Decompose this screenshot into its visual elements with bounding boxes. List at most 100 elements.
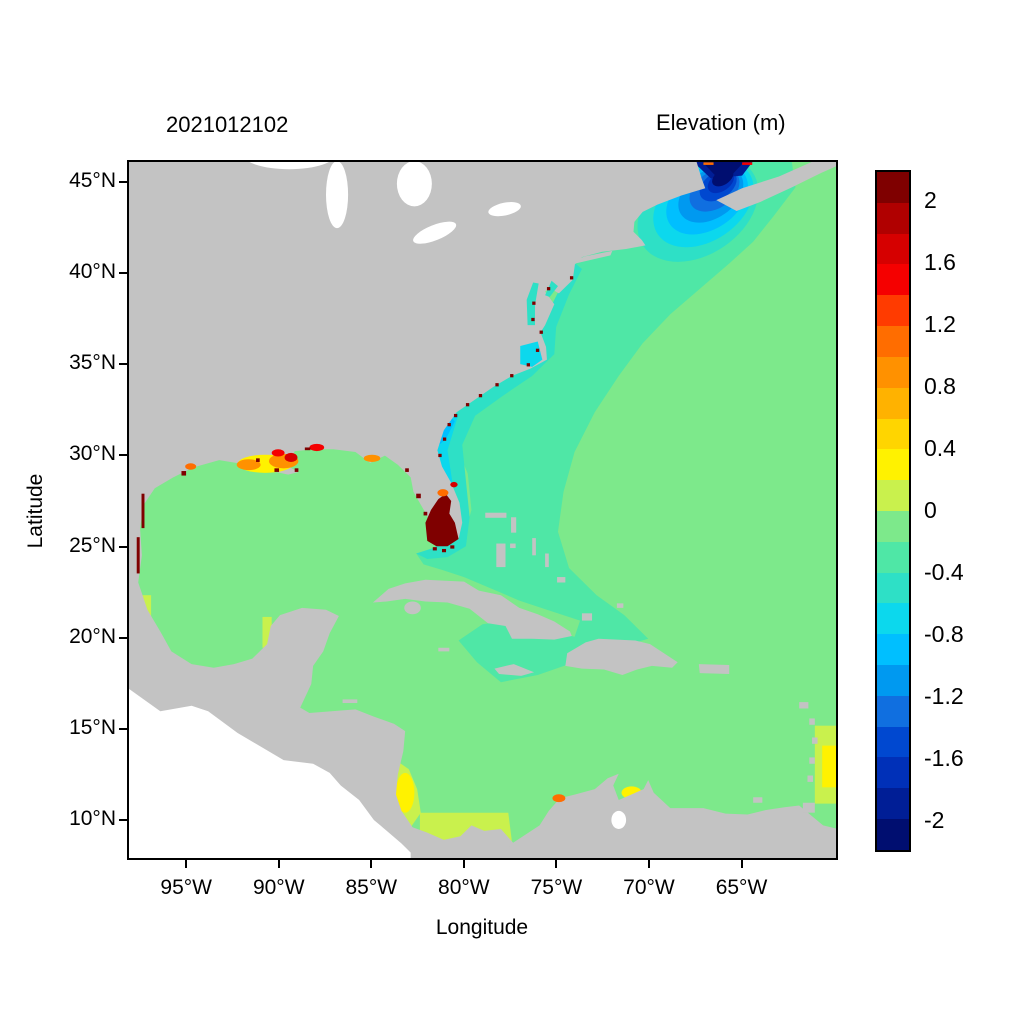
colorbar-cell-10	[877, 480, 909, 511]
island-hispaniola	[565, 638, 678, 675]
x-tick-label: 90°W	[252, 876, 305, 899]
x-tick-label: 95°W	[160, 876, 212, 899]
colorbar-cell-14	[877, 603, 909, 635]
island-turks	[616, 603, 624, 608]
y-tick-label: 40°N	[69, 260, 116, 284]
y-tick-label: 45°N	[69, 169, 116, 192]
island-cayman	[438, 647, 450, 652]
elevation-map	[129, 162, 836, 858]
island-isla-juventud	[404, 601, 421, 615]
colorbar-tick-label: 0.8	[924, 373, 956, 399]
island-jamaica	[494, 664, 535, 676]
x-tick-mark	[462, 860, 465, 868]
colorbar-cell-8	[877, 418, 909, 450]
x-tick-label: 80°W	[438, 876, 490, 899]
coastal-band-low	[416, 258, 582, 559]
x-tick-label: 75°W	[530, 876, 583, 899]
island-andros	[496, 543, 506, 568]
x-tick-mark	[647, 860, 650, 868]
y-tick-mark	[119, 727, 127, 730]
colorbar-cell-18	[877, 726, 909, 758]
y-tick-label: 10°N	[69, 806, 116, 830]
island-inagua	[581, 613, 593, 621]
lake-superior	[249, 162, 329, 170]
colorbar-tick-label: -1.2	[924, 683, 964, 709]
colorbar-tick-label: -0.8	[924, 621, 964, 647]
colorbar-tick-label: -2	[924, 807, 945, 833]
y-tick-label: 25°N	[69, 533, 116, 557]
colorbar-tick-label: 1.6	[924, 249, 956, 275]
island-nova-scotia	[716, 162, 836, 211]
lake-maracaibo	[611, 810, 627, 829]
island-puerto-rico	[698, 664, 730, 675]
colorbar-cell-15	[877, 634, 909, 665]
colorbar-cell-7	[877, 387, 909, 419]
x-tick-mark	[740, 860, 743, 868]
colorbar	[875, 170, 911, 852]
island-trinidad	[802, 802, 815, 813]
colorbar-cell-19	[877, 757, 909, 789]
land	[129, 162, 836, 858]
x-axis-title: Longitude	[435, 916, 529, 939]
island-grand-bahama	[485, 512, 507, 518]
x-tick-label: 65°W	[715, 876, 768, 899]
island-margarita	[753, 797, 763, 803]
island-long-island	[573, 250, 613, 264]
map-plot	[127, 160, 838, 860]
lake-michigan	[326, 162, 349, 229]
colorbar-cell-1	[877, 202, 909, 234]
island-st-vincent	[809, 757, 815, 764]
colorbar-cell-13	[877, 572, 909, 604]
colorbar-cell-21	[877, 819, 909, 850]
y-tick-mark	[119, 272, 127, 275]
colorbar-cell-20	[877, 788, 909, 820]
colorbar-tick-label: 1.2	[924, 311, 956, 337]
island-cat-long	[545, 553, 549, 568]
y-tick-label: 35°N	[69, 351, 116, 375]
land-south-america	[501, 773, 836, 858]
y-tick-mark	[119, 545, 127, 548]
island-guadeloupe	[799, 702, 809, 709]
y-tick-mark	[119, 636, 127, 639]
y-tick-mark	[119, 363, 127, 366]
x-tick-mark	[277, 860, 280, 868]
land-north-america	[129, 162, 706, 858]
shelf-low-region	[416, 162, 796, 683]
colorbar-cell-16	[877, 665, 909, 696]
timestamp-title: 2021012102	[166, 112, 289, 137]
island-dominica	[809, 718, 815, 725]
colorbar-tick-label: -0.4	[924, 559, 964, 585]
x-tick-mark	[185, 860, 188, 868]
south-florida-surge-patch	[425, 481, 459, 553]
island-eleuthera	[532, 538, 536, 556]
lake-erie	[413, 221, 457, 244]
y-tick-label: 15°N	[69, 715, 116, 739]
pacific-out-of-domain	[129, 688, 411, 858]
lake-huron	[396, 162, 432, 207]
colorbar-cell-4	[877, 295, 909, 327]
colorbar-cell-11	[877, 510, 909, 542]
island-bay-islands	[342, 699, 358, 704]
y-tick-mark	[119, 454, 127, 457]
lake-ontario	[488, 202, 521, 217]
colorbar-cell-12	[877, 541, 909, 573]
island-new-providence	[510, 543, 516, 549]
island-abaco	[511, 517, 517, 533]
islands	[342, 162, 836, 813]
x-tick-mark	[370, 860, 373, 868]
colorbar-cell-2	[877, 233, 909, 265]
colorbar-cell-17	[877, 695, 909, 727]
colorbar-title: Elevation (m)	[656, 110, 786, 135]
colorbar-tick-label: 0.4	[924, 435, 956, 461]
colorbar-cell-3	[877, 264, 909, 296]
colorbar-tick-label: 2	[924, 187, 937, 213]
colorbar-tick-label: -1.6	[924, 745, 964, 771]
colorbar-cell-5	[877, 326, 909, 357]
y-tick-mark	[119, 818, 127, 821]
colorbar-cell-9	[877, 449, 909, 481]
coastal-surge-specks	[136, 162, 753, 803]
island-martinique	[812, 737, 818, 744]
x-tick-mark	[555, 860, 558, 868]
island-cuba	[372, 579, 572, 640]
